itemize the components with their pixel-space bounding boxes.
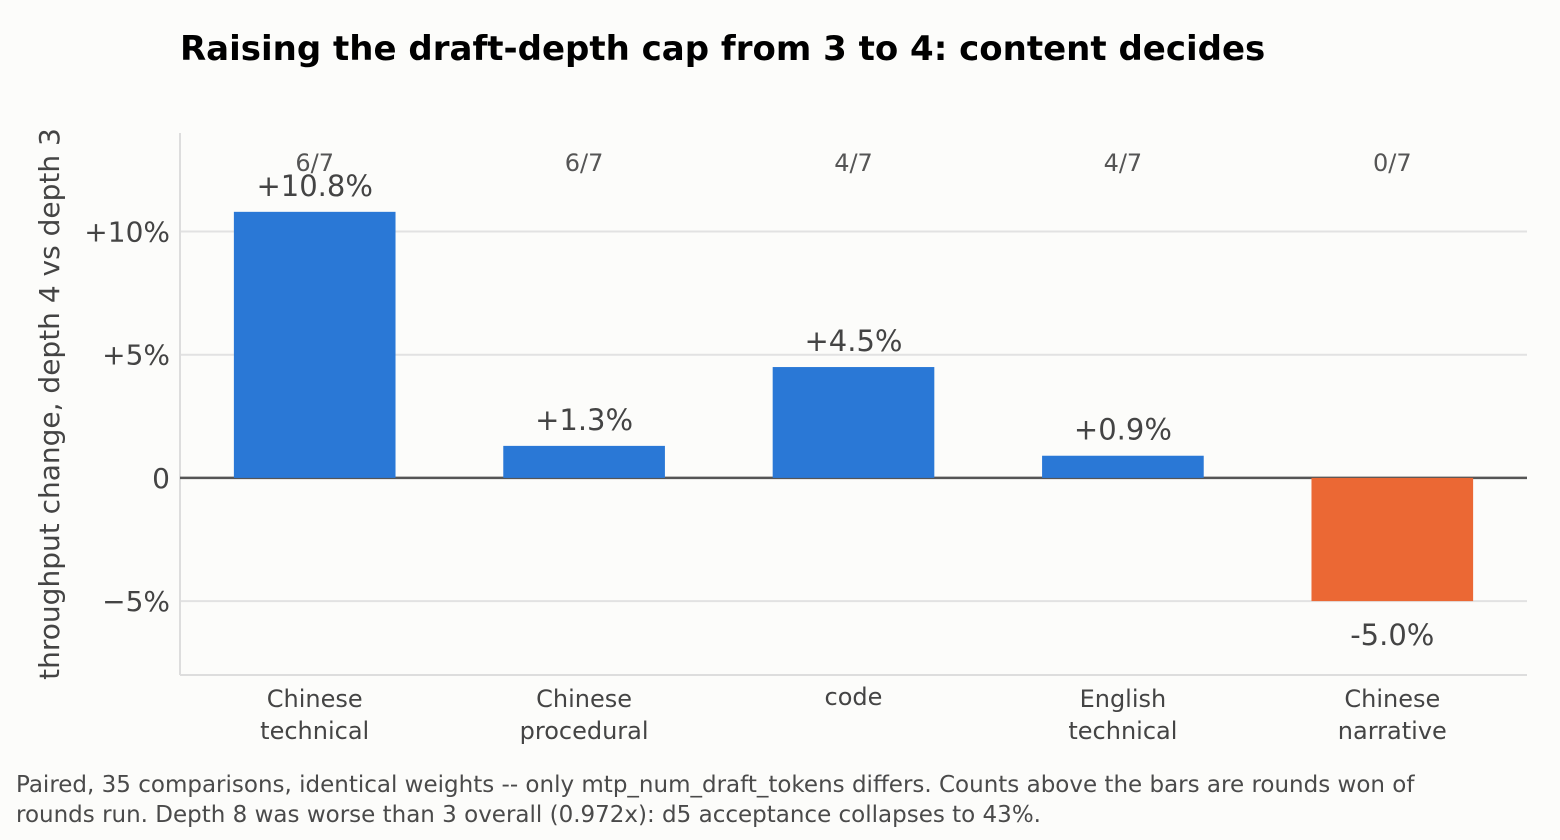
- axes: −5% 0 +5% +10% Chinese technical Chinese proced…: [84, 133, 1527, 745]
- y-tick-label: 0: [152, 462, 170, 495]
- rounds-won-label: 6/7: [565, 149, 604, 177]
- y-axis-label: throughput change, depth 4 vs depth 3: [33, 128, 66, 680]
- bar-value-label: +4.5%: [805, 324, 903, 358]
- x-tick-label: English technical: [1068, 685, 1177, 745]
- rounds-won-label: 4/7: [1104, 149, 1143, 177]
- bar: [503, 445, 665, 478]
- grid-lines: [180, 230, 1527, 603]
- bar-value-label: +10.8%: [256, 169, 372, 203]
- x-tick-label: Chinese narrative: [1338, 685, 1447, 745]
- bar-value-label: +1.3%: [535, 403, 633, 437]
- x-tick-label: Chinese procedural: [520, 685, 649, 745]
- footnote: Paired, 35 comparisons, identical weight…: [16, 772, 1415, 828]
- bar-chart: Raising the draft-depth cap from 3 to 4:…: [33, 29, 1527, 745]
- bar: [772, 367, 935, 478]
- bars: [233, 211, 1474, 602]
- bar: [1042, 455, 1204, 478]
- data-labels: +10.8%6/7+1.3%6/7+4.5%4/7+0.9%4/7-5.0%0/…: [256, 149, 1434, 652]
- rounds-won-label: 6/7: [295, 149, 334, 177]
- chart-title: Raising the draft-depth cap from 3 to 4:…: [180, 29, 1265, 69]
- bar-value-label: +0.9%: [1074, 413, 1172, 447]
- y-tick-label: +10%: [84, 216, 170, 249]
- bar: [233, 211, 396, 478]
- x-tick-label: Chinese technical: [260, 685, 369, 745]
- rounds-won-label: 4/7: [834, 149, 873, 177]
- y-tick-label: +5%: [102, 339, 170, 372]
- x-tick-label: code: [825, 683, 883, 711]
- y-tick-label: −5%: [102, 585, 170, 618]
- bar-value-label: -5.0%: [1350, 618, 1434, 652]
- bar: [1311, 477, 1474, 602]
- rounds-won-label: 0/7: [1373, 149, 1412, 177]
